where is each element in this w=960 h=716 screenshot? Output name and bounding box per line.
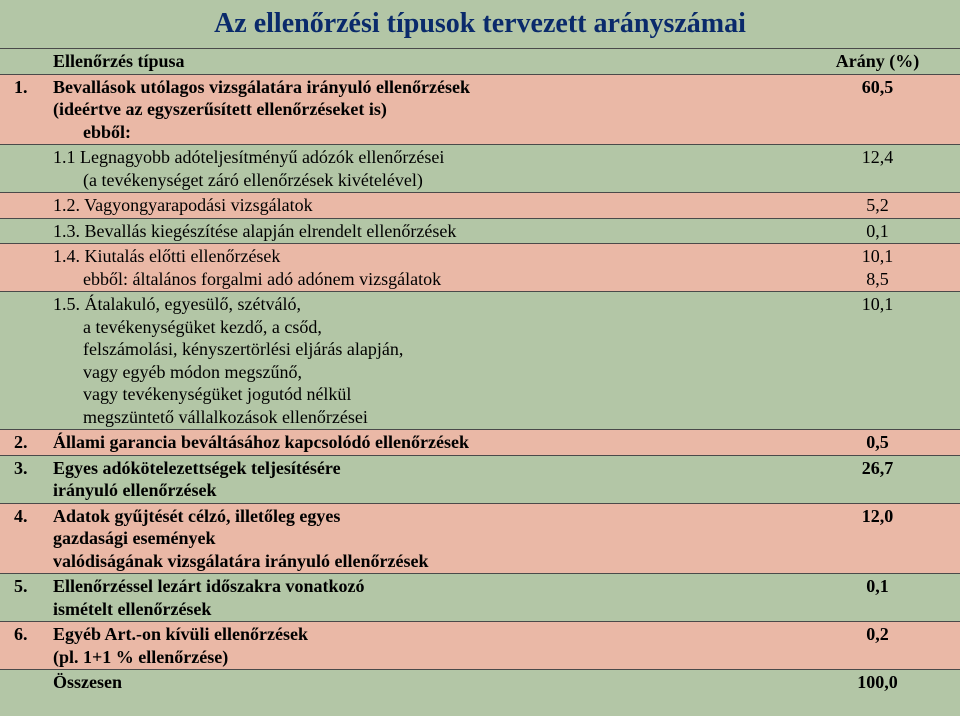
row-description: Egyéb Art.-on kívüli ellenőrzések(pl. 1+… — [45, 622, 795, 670]
table-row: 5.Ellenőrzéssel lezárt időszakra vonatko… — [0, 574, 960, 622]
row-subline: ebből: — [53, 121, 787, 144]
table-row: 4.Adatok gyűjtését célzó, illetőleg egye… — [0, 503, 960, 574]
row-number: 1. — [0, 74, 45, 145]
table-row: Összesen100,0 — [0, 670, 960, 695]
row-subline: vagy tevékenységüket jogutód nélkül — [53, 383, 787, 406]
row-subline: vagy egyéb módon megszűnő, — [53, 361, 787, 384]
row-subline: a tevékenységüket kezdő, a csőd, — [53, 316, 787, 339]
row-number — [0, 218, 45, 244]
ratios-table: Ellenőrzés típusa Arány (%) 1.Bevallások… — [0, 48, 960, 695]
table-row: 6.Egyéb Art.-on kívüli ellenőrzések(pl. … — [0, 622, 960, 670]
table-row: 2.Állami garancia beváltásához kapcsolód… — [0, 430, 960, 456]
row-description: Állami garancia beváltásához kapcsolódó … — [45, 430, 795, 456]
row-value: 12,0 — [795, 503, 960, 574]
row-number — [0, 670, 45, 695]
row-description: Összesen — [45, 670, 795, 695]
row-subline: ebből: általános forgalmi adó adónem viz… — [53, 268, 787, 291]
table-row: 1.5. Átalakuló, egyesülő, szétváló,a tev… — [0, 292, 960, 430]
row-subline: (a tevékenységet záró ellenőrzések kivét… — [53, 169, 787, 192]
row-value: 26,7 — [795, 455, 960, 503]
row-number: 5. — [0, 574, 45, 622]
row-value: 0,1 — [795, 574, 960, 622]
row-description: Bevallások utólagos vizsgálatára irányul… — [45, 74, 795, 145]
table-row: 1.1 Legnagyobb adóteljesítményű adózók e… — [0, 145, 960, 193]
row-description: Ellenőrzéssel lezárt időszakra vonatkozó… — [45, 574, 795, 622]
row-number — [0, 145, 45, 193]
row-value: 0,2 — [795, 622, 960, 670]
header-blank — [0, 49, 45, 75]
row-value: 5,2 — [795, 193, 960, 219]
table-row: 1.2. Vagyongyarapodási vizsgálatok5,2 — [0, 193, 960, 219]
page-title: Az ellenőrzési típusok tervezett aránysz… — [0, 0, 960, 48]
row-value: 10,1 — [795, 292, 960, 430]
header-type: Ellenőrzés típusa — [45, 49, 795, 75]
header-ratio: Arány (%) — [795, 49, 960, 75]
row-number: 4. — [0, 503, 45, 574]
row-value: 100,0 — [795, 670, 960, 695]
row-value: 0,5 — [795, 430, 960, 456]
table-row: 3.Egyes adókötelezettségek teljesítésére… — [0, 455, 960, 503]
row-value: 60,5 — [795, 74, 960, 145]
row-value: 10,18,5 — [795, 244, 960, 292]
table-body: Ellenőrzés típusa Arány (%) 1.Bevallások… — [0, 49, 960, 695]
row-description: 1.5. Átalakuló, egyesülő, szétváló,a tev… — [45, 292, 795, 430]
row-number — [0, 292, 45, 430]
row-number — [0, 193, 45, 219]
table-row: 1.Bevallások utólagos vizsgálatára irány… — [0, 74, 960, 145]
row-description: 1.3. Bevallás kiegészítése alapján elren… — [45, 218, 795, 244]
row-description: Adatok gyűjtését célzó, illetőleg egyesg… — [45, 503, 795, 574]
row-description: 1.1 Legnagyobb adóteljesítményű adózók e… — [45, 145, 795, 193]
row-description: 1.2. Vagyongyarapodási vizsgálatok — [45, 193, 795, 219]
row-description: 1.4. Kiutalás előtti ellenőrzésekebből: … — [45, 244, 795, 292]
table-header-row: Ellenőrzés típusa Arány (%) — [0, 49, 960, 75]
row-subline: megszüntető vállalkozások ellenőrzései — [53, 406, 787, 429]
row-description: Egyes adókötelezettségek teljesítéséreir… — [45, 455, 795, 503]
page: Az ellenőrzési típusok tervezett aránysz… — [0, 0, 960, 716]
table-row: 1.4. Kiutalás előtti ellenőrzésekebből: … — [0, 244, 960, 292]
row-number: 6. — [0, 622, 45, 670]
row-number: 3. — [0, 455, 45, 503]
row-subline: felszámolási, kényszertörlési eljárás al… — [53, 338, 787, 361]
table-row: 1.3. Bevallás kiegészítése alapján elren… — [0, 218, 960, 244]
row-value: 12,4 — [795, 145, 960, 193]
row-number: 2. — [0, 430, 45, 456]
row-value: 0,1 — [795, 218, 960, 244]
row-number — [0, 244, 45, 292]
